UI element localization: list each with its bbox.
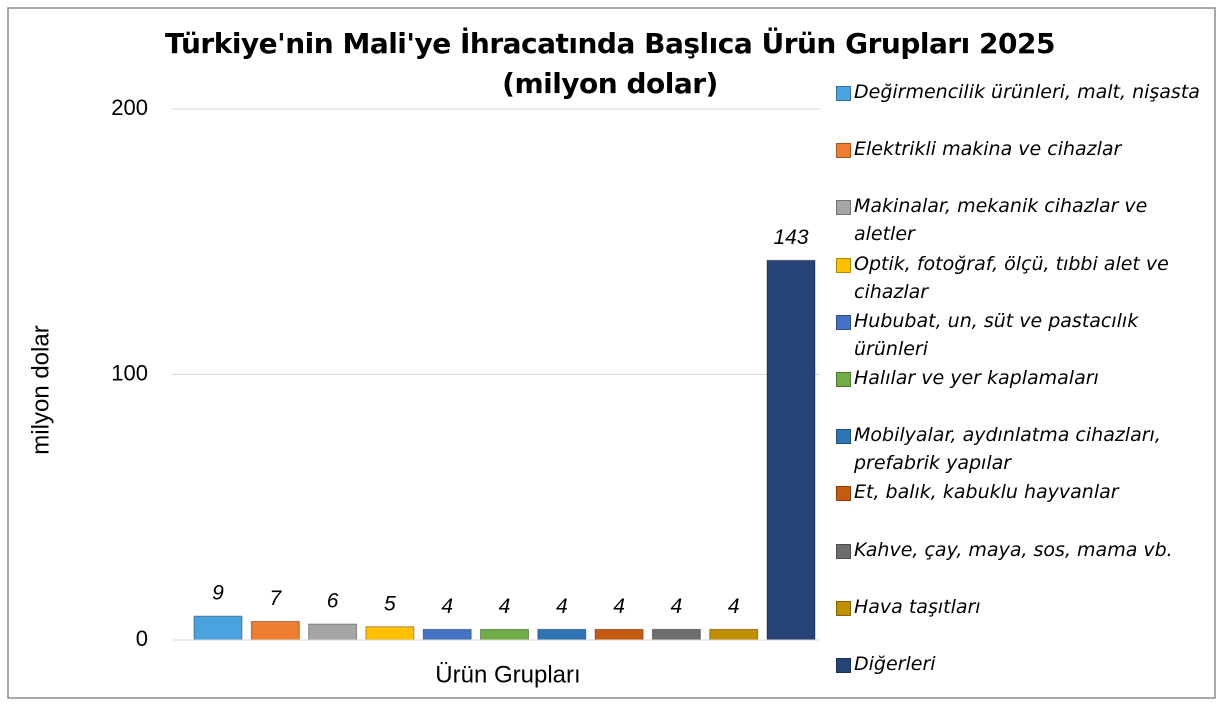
data-label: 4 [613, 595, 625, 618]
legend-item: Hububat, un, süt ve pastacılık ürünleri [836, 307, 1211, 363]
legend-item: Mobilyalar, aydınlatma cihazları, prefab… [836, 421, 1211, 477]
bar [422, 628, 472, 641]
legend-swatch [836, 429, 851, 445]
y-tick-label: 0 [136, 626, 148, 651]
y-axis-label: milyon dolar [27, 325, 54, 454]
legend-swatch [836, 486, 851, 502]
legend-item: Kahve, çay, maya, sos, mama vb. [836, 536, 1211, 564]
legend-item: Optik, fotoğraf, ölçü, tıbbi alet ve cih… [836, 250, 1211, 306]
legend-label: Halılar ve yer kaplamaları [854, 367, 1099, 389]
legend-label: Mobilyalar, aydınlatma cihazları, prefab… [854, 424, 1161, 475]
y-tick-label: 100 [111, 360, 148, 385]
legend-swatch [836, 600, 851, 616]
legend-swatch [836, 200, 851, 216]
legend-swatch [836, 372, 851, 387]
bar [709, 628, 759, 641]
legend-item: Makinalar, mekanik cihazlar ve aletler [836, 192, 1211, 248]
bar [766, 259, 816, 641]
bar [537, 628, 587, 641]
legend-label: Değirmencilik ürünleri, malt, nişasta [854, 81, 1200, 103]
legend-label: Hububat, un, süt ve pastacılık ürünleri [854, 309, 1139, 360]
legend-label: Et, balık, kabuklu hayvanlar [854, 481, 1119, 504]
y-tick-label: 200 [111, 95, 148, 120]
data-label: 7 [269, 587, 282, 610]
legend-label: Diğerleri [854, 653, 936, 675]
data-label: 9 [212, 582, 224, 605]
legend-swatch [836, 86, 851, 101]
legend-label: Optik, fotoğraf, ölçü, tıbbi alet ve cih… [854, 252, 1169, 303]
bar [480, 628, 529, 641]
data-label: 4 [441, 595, 453, 618]
legend-item: Halılar ve yer kaplamaları [836, 364, 1211, 392]
data-label: 4 [728, 595, 740, 618]
legend-item: Değirmencilik ürünleri, malt, nişasta [836, 78, 1211, 106]
legend-item: Diğerleri [836, 650, 1211, 678]
frame [7, 7, 1216, 699]
legend-swatch [836, 543, 851, 559]
legend-item: Elektrikli makina ve cihazlar [836, 135, 1211, 163]
bar [651, 628, 701, 641]
data-label: 4 [671, 595, 683, 618]
data-label: 4 [556, 595, 568, 618]
legend-label: Elektrikli makina ve cihazlar [854, 138, 1122, 161]
data-label: 5 [384, 592, 396, 615]
bar [308, 623, 358, 641]
data-label: 143 [773, 226, 808, 249]
data-label: 4 [499, 595, 511, 618]
legend-swatch [836, 658, 851, 673]
legend-item: Et, balık, kabuklu hayvanlar [836, 478, 1211, 506]
legend-item: Hava taşıtları [836, 593, 1211, 621]
bar [365, 626, 415, 641]
legend-swatch [836, 314, 851, 330]
legend-label: Kahve, çay, maya, sos, mama vb. [854, 538, 1173, 561]
bar [594, 628, 644, 641]
legend-label: Makinalar, mekanik cihazlar ve aletler [854, 195, 1148, 246]
legend-swatch [836, 143, 851, 159]
x-axis-label: Ürün Grupları [435, 661, 580, 688]
chart-title: Türkiye'nin Mali'ye İhracatında Başlıca … [165, 27, 1055, 100]
bar [250, 620, 300, 641]
bar [193, 615, 243, 641]
data-label: 6 [327, 590, 339, 613]
legend-label: Hava taşıtları [854, 595, 981, 618]
legend-swatch [836, 257, 851, 273]
